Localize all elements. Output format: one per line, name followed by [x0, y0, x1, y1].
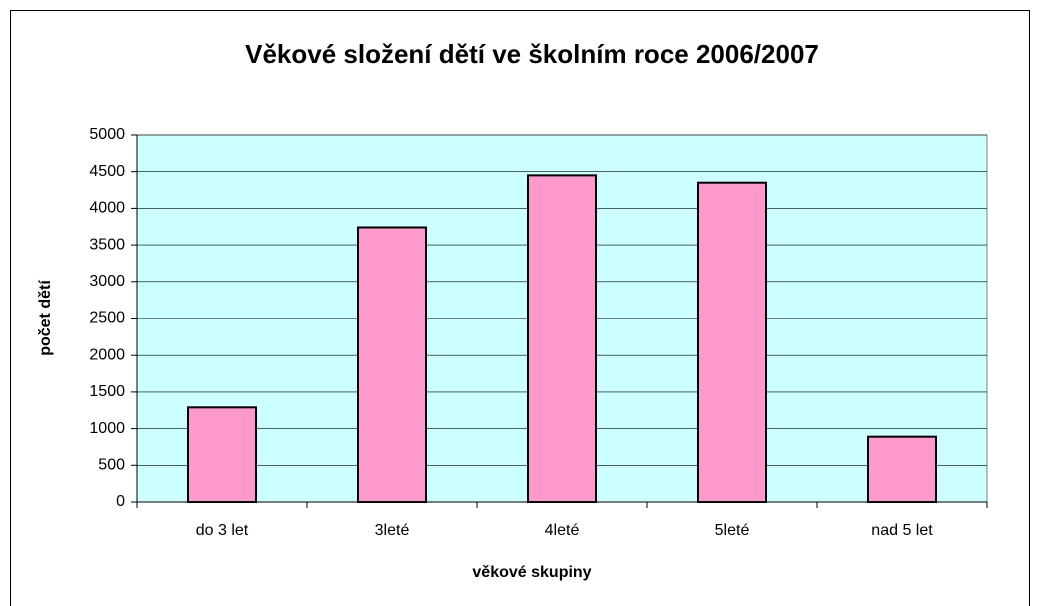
x-tick-label: 3leté [375, 522, 410, 539]
y-tick-label: 2500 [89, 310, 125, 327]
y-tick-label: 1000 [89, 420, 125, 437]
x-tick-label: 4leté [545, 522, 580, 539]
x-tick-label: 5leté [715, 522, 750, 539]
y-tick-label: 0 [116, 493, 125, 510]
x-tick-label: do 3 let [196, 522, 249, 539]
bar [357, 226, 427, 503]
y-tick-label: 4500 [89, 163, 125, 180]
bar [527, 174, 597, 503]
x-axis-label: věkové skupiny [472, 564, 591, 581]
y-tick-label: 2000 [89, 346, 125, 363]
y-tick-label: 500 [98, 457, 125, 474]
y-tick-label: 3500 [89, 236, 125, 253]
y-tick-label: 1500 [89, 383, 125, 400]
bar [187, 406, 257, 503]
bar [697, 181, 767, 504]
y-axis-label: počet dětí [37, 280, 54, 356]
chart-title: Věkové složení dětí ve školním roce 2006… [245, 39, 819, 69]
y-tick-label: 4000 [89, 200, 125, 217]
y-tick-label: 5000 [89, 126, 125, 143]
chart-border [10, 10, 1030, 606]
y-tick-label: 3000 [89, 273, 125, 290]
bar [867, 435, 937, 504]
x-tick-label: nad 5 let [871, 522, 933, 539]
